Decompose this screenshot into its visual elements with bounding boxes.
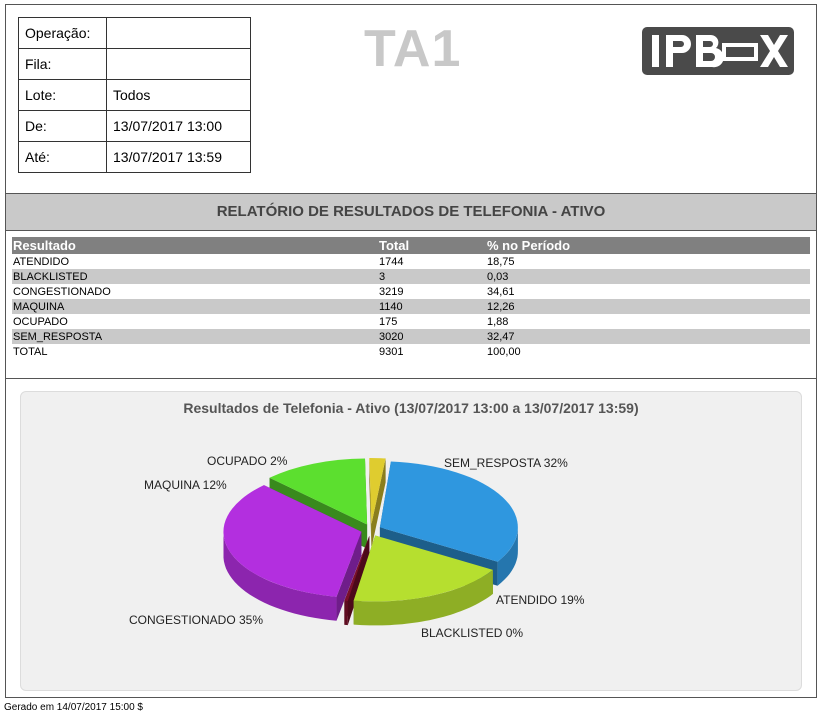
param-label: Lote: bbox=[18, 79, 107, 111]
cell-resultado: TOTAL bbox=[13, 345, 48, 358]
ipbox-logo bbox=[642, 27, 794, 75]
cell-total: 175 bbox=[379, 315, 398, 328]
pie-slice-ocupado bbox=[369, 457, 386, 525]
cell-percent: 34,61 bbox=[487, 285, 515, 298]
cell-total: 1744 bbox=[379, 255, 404, 268]
cell-total: 9301 bbox=[379, 345, 404, 358]
pie-slice-maquina bbox=[269, 458, 368, 525]
pie-slice-blacklisted bbox=[344, 535, 370, 602]
pie-label-atendido: ATENDIDO 19% bbox=[496, 593, 585, 607]
pie-slice-side-atendido bbox=[353, 569, 493, 626]
column-header: Resultado bbox=[12, 237, 378, 254]
table-row: SEM_RESPOSTA 3020 32,47 bbox=[12, 329, 810, 344]
cell-percent: 1,88 bbox=[487, 315, 509, 328]
pie-chart: SEM_RESPOSTA 32% ATENDIDO 19% BLACKLISTED … bbox=[129, 454, 585, 640]
cell-resultado: ATENDIDO bbox=[13, 255, 70, 268]
pie-slice-side-blacklisted bbox=[344, 600, 348, 626]
pie-chart-panel: Resultados de Telefonia - Ativo (13/07/2… bbox=[20, 391, 802, 691]
cell-resultado: BLACKLISTED bbox=[12, 269, 378, 284]
param-value: 13/07/2017 13:00 bbox=[106, 110, 251, 142]
table-row: ATENDIDO 1744 18,75 bbox=[12, 254, 810, 269]
cell-total: 1140 bbox=[378, 299, 486, 314]
parameters-table: Operação: Fila: Lote: Todos De: 13/07/20… bbox=[18, 17, 251, 173]
cell-percent: 100,00 bbox=[487, 345, 521, 358]
report-code: TA1 bbox=[364, 20, 462, 78]
table-row: BLACKLISTED 3 0,03 bbox=[12, 269, 810, 284]
pie-slice-side-sem_resposta bbox=[497, 526, 518, 586]
param-row: Lote: Todos bbox=[18, 79, 251, 111]
param-row: Fila: bbox=[18, 48, 251, 80]
pie-slice-cut-blacklisted bbox=[347, 535, 370, 626]
param-value bbox=[106, 17, 251, 49]
pie-slice-congestionado bbox=[223, 485, 362, 597]
report-title: RELATÓRIO DE RESULTADOS DE TELEFONIA - A… bbox=[6, 194, 816, 231]
cell-total: 3219 bbox=[379, 285, 404, 298]
param-value: 13/07/2017 13:59 bbox=[106, 141, 251, 173]
cell-resultado: SEM_RESPOSTA bbox=[12, 329, 378, 344]
pie-slice-atendido bbox=[353, 535, 493, 602]
table-row: OCUPADO 175 1,88 bbox=[12, 314, 810, 329]
table-row: TOTAL 9301 100,00 bbox=[12, 344, 810, 359]
param-label: Até: bbox=[18, 141, 107, 173]
report-header: Operação: Fila: Lote: Todos De: 13/07/20… bbox=[6, 5, 816, 194]
cell-resultado: OCUPADO bbox=[13, 315, 68, 328]
column-header: Total bbox=[378, 237, 486, 254]
pie-slice-side-congestionado bbox=[223, 533, 337, 621]
pie-label-congestionado: CONGESTIONADO 35% bbox=[129, 613, 263, 627]
cell-percent: 32,47 bbox=[486, 329, 810, 344]
cell-percent: 12,26 bbox=[486, 299, 810, 314]
cell-resultado: CONGESTIONADO bbox=[13, 285, 111, 298]
results-section: Resultado Total % no Período ATENDIDO 17… bbox=[6, 231, 816, 379]
table-row: CONGESTIONADO 3219 34,61 bbox=[12, 284, 810, 299]
chart-title: Resultados de Telefonia - Ativo (13/07/2… bbox=[183, 400, 639, 416]
cell-total: 3020 bbox=[378, 329, 486, 344]
cell-total: 3 bbox=[378, 269, 486, 284]
pie-slice-sem_resposta bbox=[379, 461, 518, 562]
param-row: Até: 13/07/2017 13:59 bbox=[18, 141, 251, 173]
pie-slice-cut-ocupado bbox=[371, 458, 386, 549]
cell-percent: 0,03 bbox=[486, 269, 810, 284]
param-value bbox=[106, 48, 251, 80]
report: Operação: Fila: Lote: Todos De: 13/07/20… bbox=[5, 4, 817, 698]
table-row: MAQUINA 1140 12,26 bbox=[12, 299, 810, 314]
pie-slice-cut-ocupado bbox=[369, 458, 372, 549]
results-table: Resultado Total % no Período ATENDIDO 17… bbox=[12, 237, 810, 359]
generated-footer: Gerado em 14/07/2017 15:00 $ bbox=[4, 702, 143, 713]
param-label: Fila: bbox=[18, 48, 107, 80]
param-label: Operação: bbox=[18, 17, 107, 49]
pie-label-blacklisted: BLACKLISTED 0% bbox=[421, 626, 523, 640]
param-row: Operação: bbox=[18, 17, 251, 49]
pie-label-ocupado: OCUPADO 2% bbox=[207, 454, 288, 468]
pie-label-maquina: MAQUINA 12% bbox=[144, 478, 227, 492]
param-value: Todos bbox=[106, 79, 251, 111]
pie-slice-cut-congestionado bbox=[336, 531, 362, 621]
param-label: De: bbox=[18, 110, 107, 142]
pie-label-sem_resposta: SEM_RESPOSTA 32% bbox=[444, 456, 568, 470]
table-header-row: Resultado Total % no Período bbox=[12, 237, 810, 254]
cell-percent: 18,75 bbox=[487, 255, 515, 268]
param-row: De: 13/07/2017 13:00 bbox=[18, 110, 251, 142]
cell-resultado: MAQUINA bbox=[12, 299, 378, 314]
column-header: % no Período bbox=[486, 237, 810, 254]
